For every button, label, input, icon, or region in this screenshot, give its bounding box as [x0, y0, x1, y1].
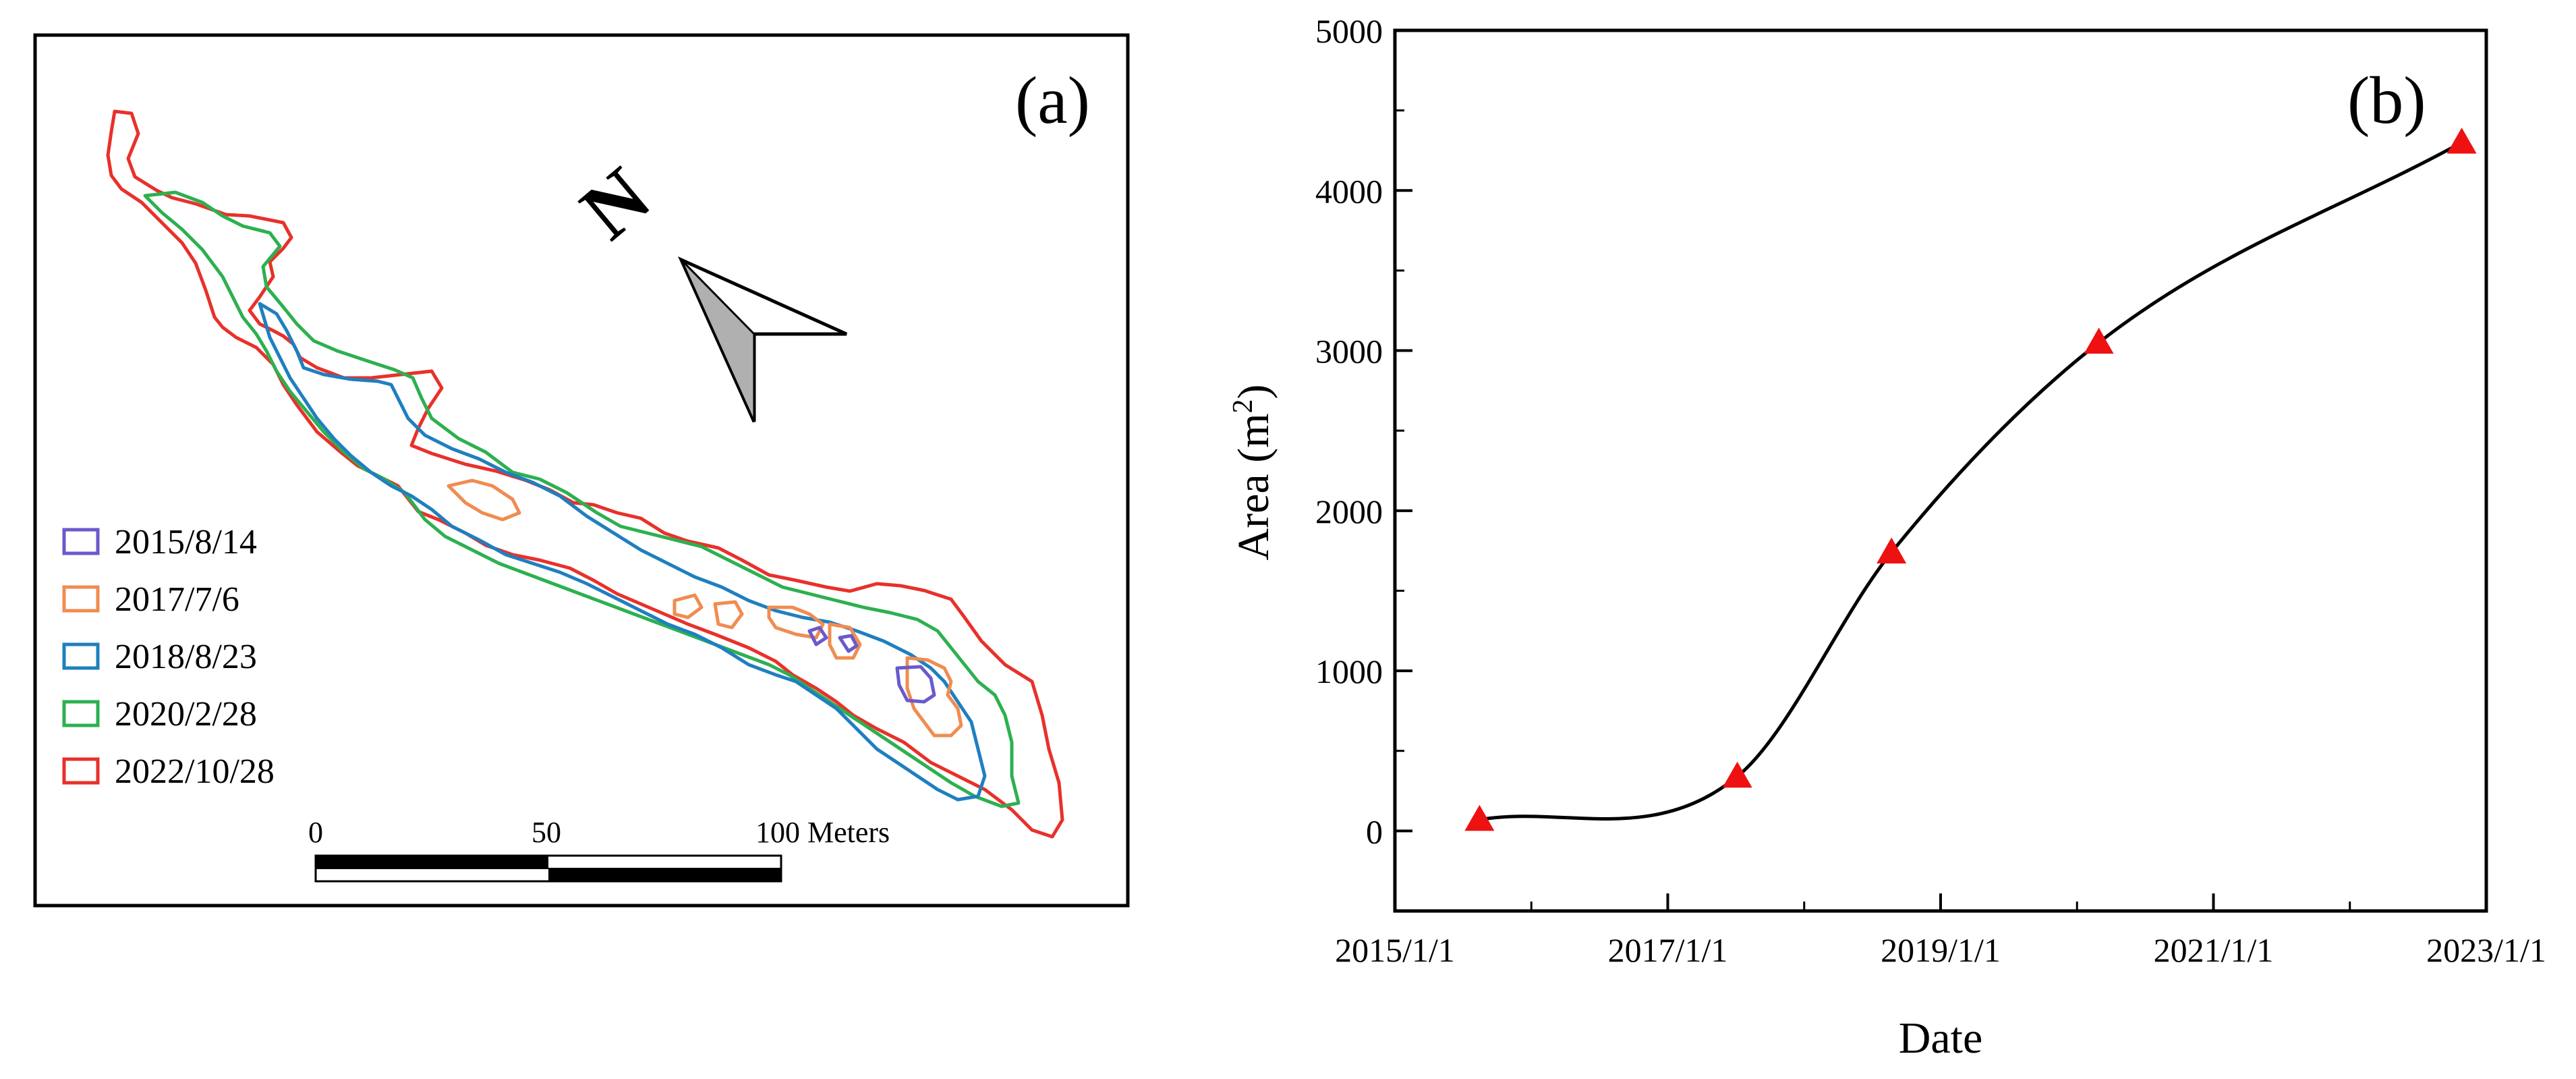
- x-tick-label: 2017/1/1: [1608, 931, 1728, 969]
- scale-tick-50: 50: [532, 816, 561, 849]
- legend-swatch-2018: [62, 642, 100, 670]
- y-tick-label: 4000: [1315, 172, 1383, 210]
- y-tick-label: 5000: [1315, 12, 1383, 50]
- area-curve-line: [1479, 140, 2463, 822]
- panel-b: (b) 0 1000 2000 3000 4000 5000 2015/1/1 2017/1…: [1228, 12, 2546, 1063]
- legend-swatch-2022: [62, 757, 100, 785]
- legend-item-2018: 2018/8/23: [62, 638, 257, 676]
- legend-item-2020: 2020/2/28: [62, 695, 257, 734]
- scale-bar-segment-1: [316, 856, 548, 868]
- x-tick-label: 2021/1/1: [2154, 931, 2274, 969]
- outline-2018-08-23: [258, 302, 987, 802]
- legend-swatch-2015: [62, 528, 100, 555]
- legend-item-2015: 2015/8/14: [62, 523, 257, 561]
- legend-label-2015: 2015/8/14: [115, 523, 257, 561]
- y-tick-label: 2000: [1315, 493, 1383, 530]
- y-axis-label-close: ): [1229, 384, 1278, 399]
- scale-tick-0: 0: [308, 816, 323, 849]
- panel-a-label: (a): [1015, 63, 1090, 138]
- data-point-marker: [1877, 537, 1907, 564]
- y-tick-label: 1000: [1315, 653, 1383, 690]
- outline-2015-08-14: [807, 626, 936, 704]
- map-legend: 2015/8/14 2017/7/6 2018/8/23 2020/2/28 2…: [62, 523, 275, 791]
- panel-b-label: (b): [2347, 63, 2426, 138]
- outline-2017-07-06: [447, 478, 963, 738]
- outline-2022-10-28: [106, 109, 1064, 839]
- y-tick-label: 0: [1366, 812, 1383, 850]
- legend-label-2022: 2022/10/28: [115, 752, 275, 791]
- scale-bar: 0 50 100 Meters: [308, 816, 890, 883]
- outlines: [106, 109, 1064, 839]
- x-tick-label: 2015/1/1: [1335, 931, 1455, 969]
- y-axis-label: Area (m2): [1228, 384, 1278, 560]
- north-arrow-shaded-icon: [680, 258, 755, 422]
- legend-swatch-2017: [62, 585, 100, 613]
- plot-frame: [1393, 28, 2488, 913]
- legend-label-2017: 2017/7/6: [115, 580, 239, 619]
- y-axis-label-main: Area (m: [1229, 413, 1278, 560]
- y-tick-label: 3000: [1315, 333, 1383, 370]
- data-point-marker: [2084, 327, 2114, 354]
- legend-label-2018: 2018/8/23: [115, 638, 257, 676]
- legend-item-2022: 2022/10/28: [62, 752, 275, 791]
- legend-item-2017: 2017/7/6: [62, 580, 239, 619]
- y-axis-label-sup: 2: [1228, 399, 1259, 413]
- x-axis-ticks: 2015/1/1 2017/1/1 2019/1/1 2021/1/1 2023/1/1: [1335, 893, 2546, 969]
- legend-label-2020: 2020/2/28: [115, 695, 257, 734]
- map-frame: [33, 33, 1130, 908]
- scale-tick-100: 100 Meters: [755, 816, 890, 849]
- y-axis-ticks: 0 1000 2000 3000 4000 5000: [1315, 12, 1412, 850]
- panel-a: (a) N 2015/8/14 2017/7/6: [33, 33, 1130, 908]
- scale-bar-segment-2: [548, 868, 781, 881]
- data-point-marker: [1722, 761, 1752, 788]
- data-points: [1464, 128, 2477, 831]
- x-tick-label: 2023/1/1: [2426, 931, 2546, 969]
- data-point-marker: [1464, 804, 1495, 831]
- x-tick-label: 2019/1/1: [1881, 931, 2001, 969]
- data-point-marker: [2446, 128, 2477, 154]
- x-axis-label: Date: [1899, 1014, 1983, 1063]
- legend-swatch-2020: [62, 700, 100, 727]
